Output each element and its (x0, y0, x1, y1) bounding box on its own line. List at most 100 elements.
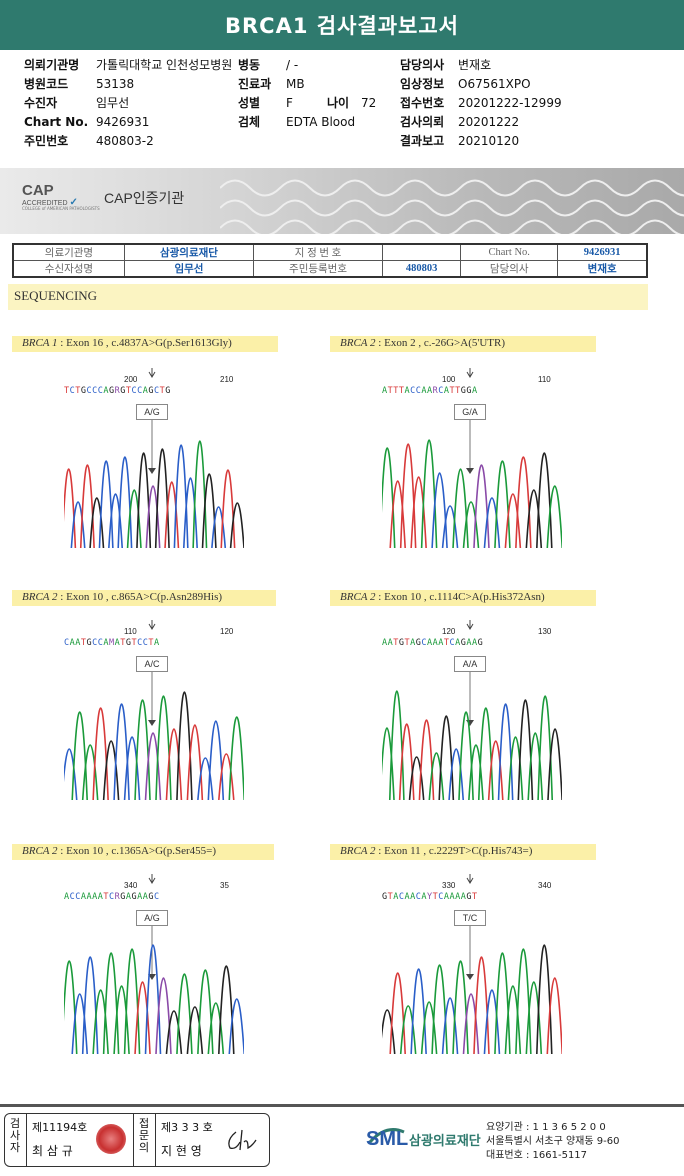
field-value: 임무선 (96, 96, 130, 110)
field-label: 수진자 (24, 96, 58, 110)
field-label: 성별 (238, 96, 261, 110)
trace-peak (229, 502, 244, 548)
trace-peak (92, 989, 109, 1054)
trace-peak (182, 477, 198, 548)
header-field: 결과보고 20210120 (400, 132, 519, 151)
field-label: 병동 (238, 58, 261, 72)
field-value: MB (286, 77, 305, 91)
trace-peak (452, 960, 469, 1054)
field-value: 53138 (96, 77, 135, 91)
trace-peak (438, 715, 455, 800)
trace-peak (145, 485, 161, 548)
inspector-name: 최 삼 규 (32, 1144, 73, 1158)
field-label: 검체 (238, 115, 261, 129)
genotype-label: G/A (454, 404, 486, 420)
trace-peak (164, 481, 180, 548)
variant-text: : Exon 11 , c.2229T>C(p.His743=) (378, 845, 533, 857)
field-value: O67561XPO (458, 77, 531, 91)
gene-name: BRCA 2 (340, 337, 376, 349)
mutation-label: BRCA 1 : Exon 16 , c.4837A>G(p.Ser1613Gl… (12, 336, 278, 352)
trace-peak (113, 985, 130, 1054)
trace-peak (176, 973, 193, 1054)
trace-peak (420, 439, 438, 548)
trace-peak (497, 703, 514, 800)
header-field: 나이 72 (327, 94, 376, 113)
field-value: 9426931 (96, 115, 150, 129)
trace-peak (389, 480, 406, 548)
gene-name: BRCA 2 (340, 591, 376, 603)
arrow-icon (148, 620, 156, 630)
trace-peak (399, 443, 417, 548)
trace-peak (462, 501, 480, 548)
trace-peak (420, 1001, 438, 1054)
trace-plot (382, 620, 562, 800)
gene-name: BRCA 1 (22, 337, 58, 349)
trace-peak (207, 720, 225, 800)
cap-logo: CAP (22, 182, 54, 199)
wave-pattern (220, 179, 684, 234)
position-number: 120 (442, 627, 456, 636)
table-cell: 담당의사 (460, 260, 559, 278)
gene-name: BRCA 2 (22, 591, 58, 603)
genotype-label: A/C (136, 656, 168, 672)
trace-peak (144, 732, 162, 800)
field-label: 주민번호 (24, 134, 69, 148)
table-cell: 변재호 (557, 260, 648, 278)
trace-peak (448, 748, 465, 800)
field-value: / - (286, 58, 299, 72)
trace-peak (388, 690, 405, 800)
position-number: 130 (538, 627, 552, 636)
trace-peak (525, 489, 543, 548)
cap-subtitle: COLLEGE of AMERICAN PATHOLOGISTS (22, 206, 100, 211)
header-field: 의뢰기관명 가톨릭대학교 인천성모병원 (24, 56, 232, 75)
table-cell: 수신자성명 (12, 260, 125, 278)
trace-peak (134, 981, 151, 1054)
trace-plot (64, 368, 244, 548)
trace-peak (410, 476, 427, 548)
genotype-label: A/A (454, 656, 486, 672)
trace-peak (515, 948, 532, 1054)
field-value: 480803-2 (96, 134, 154, 148)
mutation-label: BRCA 2 : Exon 10 , c.1365A>G(p.Ser455=) (12, 844, 274, 860)
trace-peak (155, 695, 172, 800)
doctor-name: 지 현 영 (161, 1144, 202, 1158)
trace-peak (547, 728, 562, 800)
mutation-label: BRCA 2 : Exon 2 , c.-26G>A(5'UTR) (330, 336, 596, 352)
field-value: 20210120 (458, 134, 520, 148)
section-title: SEQUENCING (8, 284, 648, 310)
table-row: 의료기관명 삼광의료재단 지 정 번 호 Chart No. 9426931 (12, 243, 648, 261)
header-field: 접수번호 20201222-12999 (400, 94, 562, 113)
field-label: 결과보고 (400, 134, 445, 148)
trace-plot (382, 874, 562, 1054)
trace-plot (64, 874, 244, 1054)
trace-peak (477, 707, 494, 800)
trace-peak (536, 452, 553, 548)
trace-peak (173, 444, 189, 548)
trace-peak (117, 456, 133, 548)
trace-peak (408, 756, 425, 800)
trace-peak (546, 485, 562, 548)
variant-text: : Exon 10 , c.1114C>A(p.His372Asn) (378, 591, 545, 603)
trace-peak (165, 1010, 183, 1054)
signature-icon (228, 1129, 257, 1151)
inspector-number: 제11194호 (32, 1121, 88, 1134)
gene-name: BRCA 2 (22, 845, 58, 857)
arrow-icon (148, 874, 156, 884)
table-cell: Chart No. (460, 243, 559, 261)
field-value: 변재호 (458, 58, 492, 72)
trace-peak (441, 505, 459, 548)
trace-peak (218, 753, 235, 800)
table-cell: 임무선 (123, 260, 255, 278)
trace-peak (186, 1006, 204, 1054)
cap-banner (0, 168, 684, 234)
trace-peak (211, 506, 227, 548)
trace-peak (218, 965, 235, 1054)
trace-peak (517, 699, 534, 800)
header-field: 수진자 임무선 (24, 94, 129, 113)
position-number: 120 (220, 627, 234, 636)
position-number: 200 (124, 375, 138, 384)
trace-peak (144, 944, 162, 1054)
trace-peak (487, 740, 504, 800)
trace-peak (468, 744, 484, 800)
